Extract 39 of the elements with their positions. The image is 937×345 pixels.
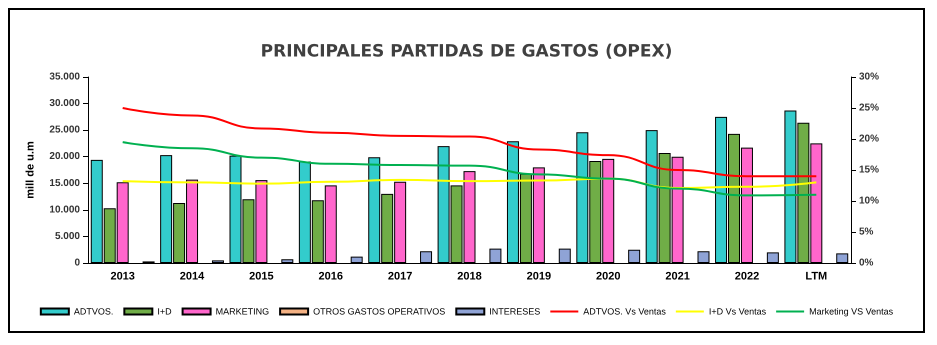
legend-label: OTROS GASTOS OPERATIVOS — [313, 306, 446, 316]
legend-label: ADTVOS. — [74, 306, 114, 316]
y2-tick-label: 15% — [859, 164, 880, 176]
line-series — [122, 107, 818, 178]
legend-label: INTERESES — [489, 306, 540, 316]
y-tick-label: 35.000 — [49, 72, 80, 82]
y2-tick-label: 10% — [859, 196, 880, 206]
x-tick-label: LTM — [805, 270, 828, 282]
x-tick-label: 2021 — [665, 270, 690, 282]
y-tick-label: 20.000 — [49, 151, 80, 162]
x-tick-label: 2013 — [110, 270, 135, 282]
y-tick-label: 25.000 — [49, 124, 80, 136]
y-tick-label: 15.000 — [49, 178, 80, 189]
y-tick-label: 10.000 — [49, 204, 80, 216]
x-tick-label: 2022 — [734, 270, 760, 282]
x-tick-label: 2020 — [596, 270, 620, 282]
x-tick-label: 2016 — [318, 270, 344, 282]
x-tick-label: 2015 — [249, 270, 274, 282]
legend-label: ADTVOS. Vs Ventas — [583, 306, 666, 316]
y2-tick-label: 20% — [859, 134, 880, 144]
y2-tick-label: 5% — [859, 226, 874, 238]
legend-label: MARKETING — [216, 306, 270, 316]
y2-tick-label: 25% — [859, 102, 880, 114]
y2-tick-label: 0% — [859, 258, 874, 268]
chart-title: PRINCIPALES PARTIDAS DE GASTOS (OPEX) — [260, 42, 672, 62]
line-series — [122, 141, 818, 196]
y-tick-label: 0 — [74, 258, 80, 268]
x-tick-label: 2014 — [180, 270, 206, 282]
y2-tick-label: 30% — [859, 72, 880, 82]
x-tick-label: 2017 — [388, 270, 412, 282]
y-tick-label: 30.000 — [49, 98, 80, 110]
legend-label: I+D — [157, 306, 172, 316]
y-tick-label: 5.000 — [54, 230, 80, 242]
y-axis-title: mill de u.m — [24, 141, 36, 199]
legend-label: Marketing VS Ventas — [809, 306, 894, 316]
x-tick-label: 2019 — [526, 270, 552, 282]
x-tick-label: 2018 — [457, 270, 482, 282]
line-series — [122, 178, 818, 189]
legend-label: I+D Vs Ventas — [708, 306, 767, 316]
